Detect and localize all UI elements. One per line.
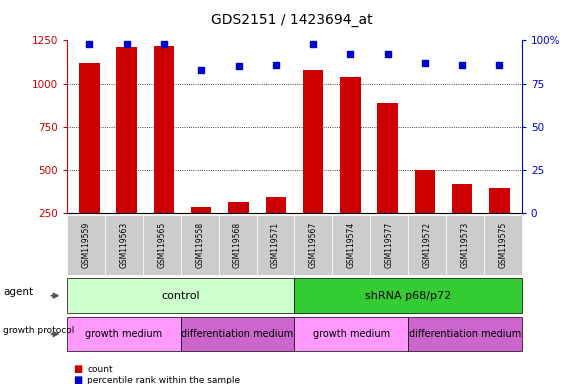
Point bbox=[271, 61, 280, 68]
Bar bbox=[489, 188, 510, 213]
Bar bbox=[452, 184, 472, 213]
Point bbox=[346, 51, 355, 57]
Bar bbox=[340, 77, 360, 213]
Text: GSM119558: GSM119558 bbox=[195, 222, 204, 268]
Point bbox=[85, 41, 94, 47]
Bar bbox=[377, 103, 398, 213]
Point bbox=[122, 41, 131, 47]
Point bbox=[420, 60, 430, 66]
Text: control: control bbox=[161, 291, 200, 301]
Text: GSM119559: GSM119559 bbox=[82, 222, 90, 268]
Text: growth medium: growth medium bbox=[85, 329, 163, 339]
Text: GDS2151 / 1423694_at: GDS2151 / 1423694_at bbox=[210, 13, 373, 27]
Text: GSM119567: GSM119567 bbox=[309, 222, 318, 268]
Bar bbox=[303, 70, 324, 213]
Text: GSM119575: GSM119575 bbox=[498, 222, 507, 268]
Point bbox=[383, 51, 392, 57]
Point bbox=[196, 67, 206, 73]
Text: growth medium: growth medium bbox=[312, 329, 390, 339]
Bar bbox=[154, 46, 174, 213]
Text: GSM119563: GSM119563 bbox=[120, 222, 128, 268]
Text: GSM119571: GSM119571 bbox=[271, 222, 280, 268]
Bar bbox=[229, 202, 249, 213]
Text: GSM119572: GSM119572 bbox=[423, 222, 431, 268]
Text: percentile rank within the sample: percentile rank within the sample bbox=[87, 376, 241, 384]
Bar bbox=[79, 63, 100, 213]
Text: growth protocol: growth protocol bbox=[3, 326, 74, 335]
Text: agent: agent bbox=[3, 287, 33, 297]
Text: GSM119577: GSM119577 bbox=[385, 222, 394, 268]
Point bbox=[308, 41, 318, 47]
Text: GSM119574: GSM119574 bbox=[347, 222, 356, 268]
Text: shRNA p68/p72: shRNA p68/p72 bbox=[365, 291, 451, 301]
Bar bbox=[117, 47, 137, 213]
Text: ■: ■ bbox=[73, 375, 82, 384]
Text: differentiation medium: differentiation medium bbox=[181, 329, 294, 339]
Text: ■: ■ bbox=[73, 364, 82, 374]
Bar bbox=[265, 197, 286, 213]
Point bbox=[159, 41, 168, 47]
Point bbox=[495, 61, 504, 68]
Text: count: count bbox=[87, 365, 113, 374]
Text: GSM119573: GSM119573 bbox=[461, 222, 469, 268]
Bar bbox=[415, 170, 435, 213]
Point bbox=[234, 63, 243, 70]
Point bbox=[458, 61, 467, 68]
Bar bbox=[191, 207, 212, 213]
Text: differentiation medium: differentiation medium bbox=[409, 329, 521, 339]
Text: GSM119568: GSM119568 bbox=[233, 222, 242, 268]
Text: GSM119565: GSM119565 bbox=[157, 222, 166, 268]
